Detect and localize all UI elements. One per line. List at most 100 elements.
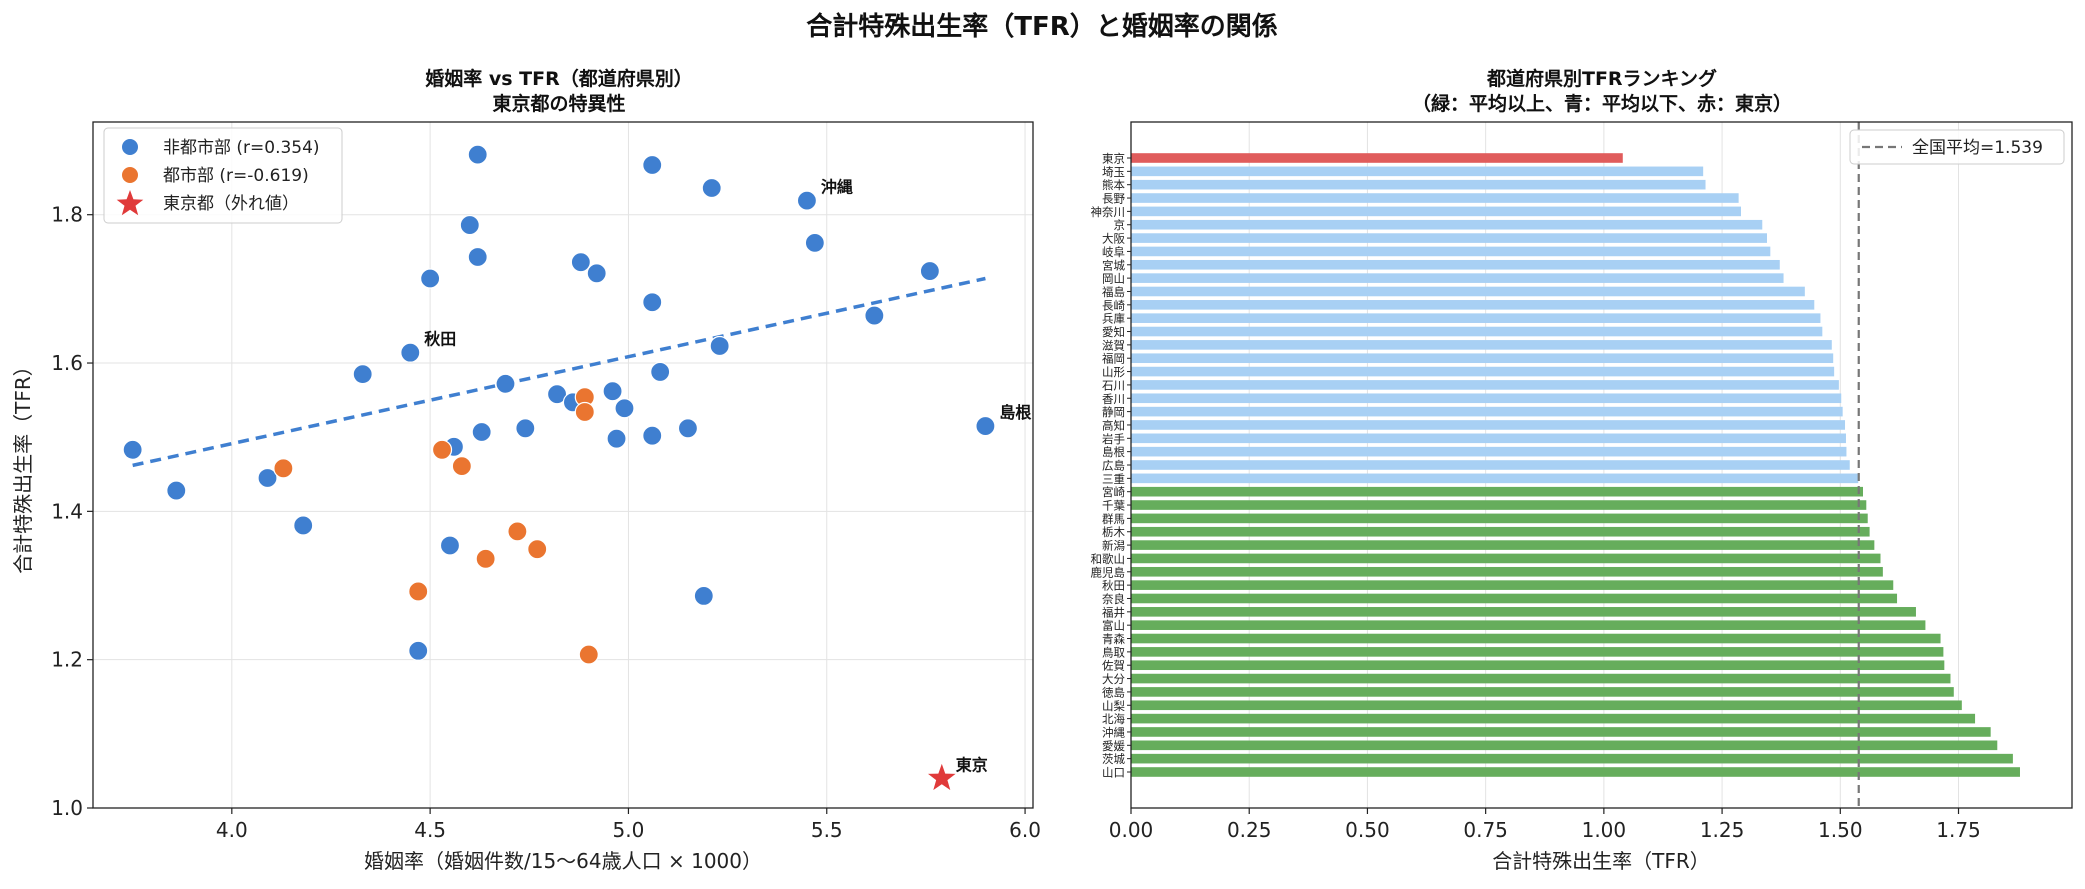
ranking-y-tick-label: 福岡 bbox=[1102, 352, 1125, 366]
bar-石川 bbox=[1131, 380, 1839, 390]
bar-佐賀 bbox=[1131, 660, 1945, 671]
ranking-y-tick-label: 富山 bbox=[1102, 619, 1125, 633]
ranking-x-tick-label: 1.25 bbox=[1700, 818, 1745, 842]
point-non-urban bbox=[166, 480, 187, 501]
point-non-urban bbox=[570, 252, 591, 273]
point-non-urban bbox=[919, 260, 940, 282]
bar-愛媛 bbox=[1131, 740, 1998, 751]
ranking-y-tick-label: 徳島 bbox=[1102, 685, 1125, 699]
bar-長野 bbox=[1131, 193, 1739, 203]
ranking-y-tick-label: 鳥取 bbox=[1102, 645, 1125, 659]
bar-広島 bbox=[1131, 460, 1850, 470]
scatter-x-tick-label: 4.5 bbox=[414, 818, 446, 842]
point-non-urban bbox=[693, 585, 714, 606]
point-non-urban bbox=[467, 144, 488, 165]
point-non-urban bbox=[546, 384, 568, 405]
scatter-x-axis-label: 婚姻率（婚姻件数/15〜64歳人口 × 1000） bbox=[364, 849, 762, 873]
ranking-x-tick-label: 0.75 bbox=[1463, 818, 1508, 842]
point-non-urban bbox=[467, 246, 488, 268]
bar-北海 bbox=[1131, 713, 1976, 724]
point-non-urban bbox=[495, 373, 516, 394]
scatter-y-ticks: 1.0 1.2 1.4 1.6 1.8 bbox=[51, 203, 93, 820]
scatter-title-line2: 東京都の特異性 bbox=[492, 92, 625, 115]
scatter-y-tick-label: 1.6 bbox=[51, 351, 83, 375]
scatter-plot-frame bbox=[92, 121, 1034, 809]
scatter-trendline bbox=[132, 276, 986, 468]
ranking-y-tick-label: 岐阜 bbox=[1102, 245, 1125, 259]
bar-和歌山 bbox=[1131, 553, 1881, 564]
ranking-y-tick-label: 熊本 bbox=[1102, 178, 1125, 192]
bar-鳥取 bbox=[1131, 647, 1944, 657]
bar-山口 bbox=[1131, 767, 2020, 777]
point-tokyo-star bbox=[925, 760, 959, 793]
bar-栃木 bbox=[1131, 526, 1870, 537]
legend-label-non-urban: 非都市部 (r=0.354) bbox=[163, 138, 320, 158]
point-urban bbox=[451, 456, 472, 477]
point-non-urban bbox=[122, 439, 143, 460]
bar-埼玉 bbox=[1131, 166, 1704, 177]
ranking-y-tick-label: 大分 bbox=[1102, 672, 1125, 686]
bar-宮城 bbox=[1131, 259, 1780, 270]
ranking-y-tick-label: 千葉 bbox=[1102, 499, 1125, 513]
bar-山形 bbox=[1131, 366, 1835, 377]
annotation-label: 東京 bbox=[956, 755, 988, 774]
scatter-y-tick-label: 1.4 bbox=[51, 499, 83, 523]
point-non-urban bbox=[439, 535, 461, 556]
bar-岐阜 bbox=[1131, 246, 1771, 257]
scatter-title-line1: 婚姻率 vs TFR（都道府県別） bbox=[425, 67, 693, 90]
scatter-x-tick-label: 6.0 bbox=[1009, 818, 1041, 842]
scatter-grid bbox=[93, 122, 1033, 809]
point-non-urban bbox=[642, 425, 663, 446]
point-non-urban bbox=[864, 305, 885, 326]
ranking-y-tick-label: 福井 bbox=[1102, 605, 1125, 619]
point-non-urban bbox=[352, 364, 373, 385]
bar-京 bbox=[1131, 219, 1763, 230]
ranking-y-tick-label: 山形 bbox=[1102, 365, 1125, 379]
ranking-y-tick-label: 石川 bbox=[1102, 378, 1125, 392]
bar-滋賀 bbox=[1131, 340, 1832, 350]
ranking-x-tick-label: 1.75 bbox=[1936, 818, 1981, 842]
scatter-legend: 非都市部 (r=0.354) 都市部 (r=-0.619) 東京都（外れ値） bbox=[103, 127, 343, 224]
annotation-label: 沖縄 bbox=[821, 178, 853, 197]
scatter-y-axis-label: 合計特殊出生率（TFR） bbox=[11, 356, 35, 574]
ranking-y-tick-label: 兵庫 bbox=[1102, 312, 1125, 326]
bar-山梨 bbox=[1131, 700, 1962, 711]
ranking-legend-box bbox=[1849, 129, 2065, 165]
bar-福井 bbox=[1131, 607, 1916, 617]
ranking-y-tick-label: 埼玉 bbox=[1102, 165, 1125, 179]
bar-兵庫 bbox=[1131, 313, 1821, 323]
ranking-y-tick-label: 香川 bbox=[1102, 392, 1125, 406]
ranking-y-tick-label: 群馬 bbox=[1102, 512, 1125, 526]
ranking-y-tick-label: 静岡 bbox=[1102, 405, 1125, 419]
point-non-urban bbox=[642, 292, 663, 313]
point-non-urban bbox=[459, 214, 480, 236]
ranking-y-tick-label: 三重 bbox=[1102, 472, 1125, 486]
legend-label-average: 全国平均=1.539 bbox=[1912, 138, 2043, 158]
point-non-urban bbox=[515, 418, 536, 439]
ranking-y-tick-label: 茨城 bbox=[1102, 752, 1125, 766]
bar-愛知 bbox=[1131, 326, 1823, 337]
bar-静岡 bbox=[1131, 406, 1843, 417]
bar-香川 bbox=[1131, 393, 1842, 404]
bar-高知 bbox=[1131, 420, 1846, 430]
ranking-y-tick-label: 長野 bbox=[1102, 192, 1125, 206]
bar-沖縄 bbox=[1131, 727, 1991, 737]
bar-新潟 bbox=[1131, 540, 1875, 550]
ranking-y-tick-label: 沖縄 bbox=[1102, 725, 1125, 739]
scatter-x-tick-label: 5.0 bbox=[613, 818, 645, 842]
bar-福島 bbox=[1131, 286, 1805, 297]
ranking-bars bbox=[1131, 153, 2020, 777]
scatter-x-tick-label: 5.5 bbox=[811, 818, 843, 842]
bar-長崎 bbox=[1131, 300, 1815, 310]
scatter-x-tick-label: 4.0 bbox=[216, 818, 248, 842]
ranking-y-tick-label: 青森 bbox=[1102, 632, 1125, 646]
bar-熊本 bbox=[1131, 179, 1706, 190]
bar-茨城 bbox=[1131, 753, 2013, 764]
ranking-x-tick-label: 0.00 bbox=[1109, 818, 1154, 842]
scatter-legend-box bbox=[103, 127, 343, 224]
ranking-x-tick-label: 0.50 bbox=[1345, 818, 1390, 842]
legend-label-tokyo: 東京都（外れ値） bbox=[163, 194, 299, 214]
scatter-y-tick-label: 1.2 bbox=[51, 648, 83, 672]
